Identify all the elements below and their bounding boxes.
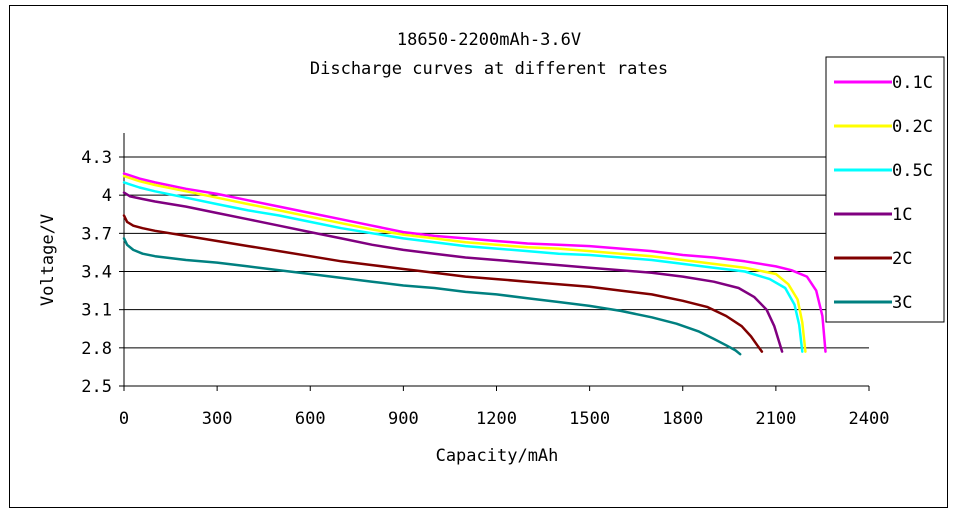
y-tick-label: 3.4 [81,263,112,283]
series-line-1c [122,191,784,353]
series-line-3c [122,237,742,356]
x-axis-label: Capacity/mAh [436,446,559,466]
x-tick-label: 900 [388,409,419,429]
legend-label: 0.2C [892,117,933,137]
y-tick-label: 4 [102,186,112,206]
series-lines [122,172,827,356]
y-tick-label: 3.1 [81,301,112,321]
x-tick-label: 2100 [755,409,796,429]
y-axis-label: Voltage/V [38,214,58,306]
x-tick-label: 1200 [476,409,517,429]
chart-title: 18650-2200mAh-3.6V [397,30,581,50]
series-line-2c [122,214,764,353]
y-tick-label: 4.3 [81,148,112,168]
y-tick-label: 2.5 [81,377,112,397]
x-tick-label: 1500 [569,409,610,429]
gridlines [124,156,869,349]
axes [119,133,870,391]
x-tick-label: 2400 [849,409,890,429]
tick-labels: 2.5 2.8 3.1 3.4 3.7 4 4.3 0 300 600 900 1200 1500 180… [81,148,889,429]
legend-label: 2C [892,249,912,269]
legend-label: 1C [892,205,912,225]
x-tick-label: 0 [119,409,129,429]
x-tick-label: 300 [202,409,233,429]
legend-box [825,56,945,323]
y-tick-label: 2.8 [81,339,112,359]
series-line-0-2c [122,174,807,353]
series-line-0-5c [122,181,804,353]
legend-label: 0.5C [892,161,933,181]
legend-label: 0.1C [892,73,933,93]
x-tick-label: 1800 [662,409,703,429]
legend-label: 3C [892,293,912,313]
legend: 0.1C 0.2C 0.5C 1C 2C 3C [825,56,945,323]
x-tick-label: 600 [295,409,326,429]
y-tick-label: 3.7 [81,224,112,244]
chart-subtitle: Discharge curves at different rates [310,59,668,79]
series-line-0-1c [122,172,827,353]
